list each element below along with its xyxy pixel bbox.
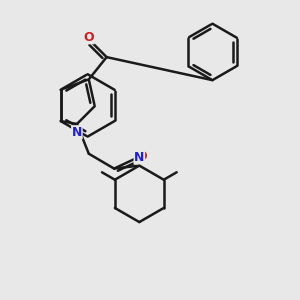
Text: N: N xyxy=(72,126,82,139)
Text: O: O xyxy=(136,150,147,163)
Text: N: N xyxy=(134,151,145,164)
Text: O: O xyxy=(83,31,94,44)
